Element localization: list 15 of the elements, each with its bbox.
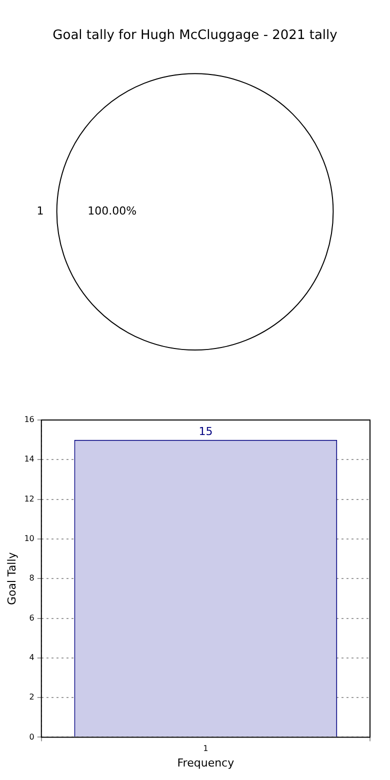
x-axis-title: Frequency [177, 756, 235, 770]
y-tick-label: 10 [24, 534, 34, 544]
y-tick-label: 2 [29, 692, 34, 702]
data-label: 15 [198, 425, 213, 438]
y-tick-label: 12 [24, 494, 34, 504]
y-tick-label: 6 [29, 613, 34, 622]
data-label: 100.00% [88, 204, 137, 218]
chart-title: Goal tally for Hugh McCluggage - 2021 tally [52, 28, 338, 44]
y-tick-label: 16 [24, 415, 34, 424]
y-tick-label: 14 [24, 454, 34, 464]
y-tick-label: 4 [29, 652, 34, 662]
slice-label: 1 [36, 204, 44, 218]
y-tick-label: 8 [29, 574, 34, 583]
y-tick-label: 0 [29, 732, 34, 742]
y-axis-title: Goal Tally [5, 552, 18, 606]
